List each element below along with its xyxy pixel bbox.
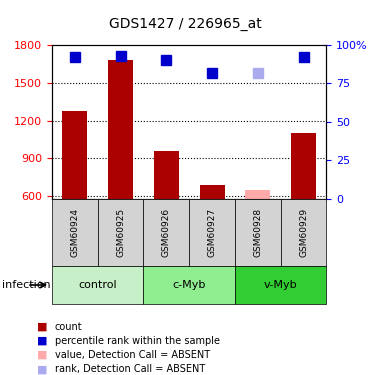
Text: c-Myb: c-Myb [173,280,206,290]
FancyBboxPatch shape [281,199,326,266]
Text: control: control [78,280,117,290]
FancyBboxPatch shape [52,199,98,266]
Text: percentile rank within the sample: percentile rank within the sample [55,336,220,346]
FancyBboxPatch shape [52,266,144,304]
Bar [62,111,88,199]
FancyBboxPatch shape [235,266,326,304]
Text: GSM60925: GSM60925 [116,208,125,257]
Text: GSM60928: GSM60928 [253,208,262,257]
Text: value, Detection Call = ABSENT: value, Detection Call = ABSENT [55,350,210,360]
FancyBboxPatch shape [235,199,281,266]
Bar [245,190,270,199]
Text: rank, Detection Call = ABSENT: rank, Detection Call = ABSENT [55,364,205,374]
Text: v-Myb: v-Myb [264,280,298,290]
Text: count: count [55,322,82,332]
FancyBboxPatch shape [189,199,235,266]
Text: ■: ■ [37,364,47,374]
Bar [200,185,225,199]
Text: GSM60929: GSM60929 [299,208,308,257]
FancyBboxPatch shape [144,199,189,266]
Bar [108,60,133,199]
Text: GSM60926: GSM60926 [162,208,171,257]
Text: GSM60924: GSM60924 [70,208,79,257]
Text: GSM60927: GSM60927 [208,208,217,257]
Text: GDS1427 / 226965_at: GDS1427 / 226965_at [109,17,262,32]
Bar [291,133,316,199]
Text: ■: ■ [37,336,47,346]
Text: infection: infection [2,280,50,290]
Bar [154,151,179,199]
Text: ■: ■ [37,322,47,332]
FancyBboxPatch shape [98,199,144,266]
Text: ■: ■ [37,350,47,360]
FancyBboxPatch shape [144,266,235,304]
